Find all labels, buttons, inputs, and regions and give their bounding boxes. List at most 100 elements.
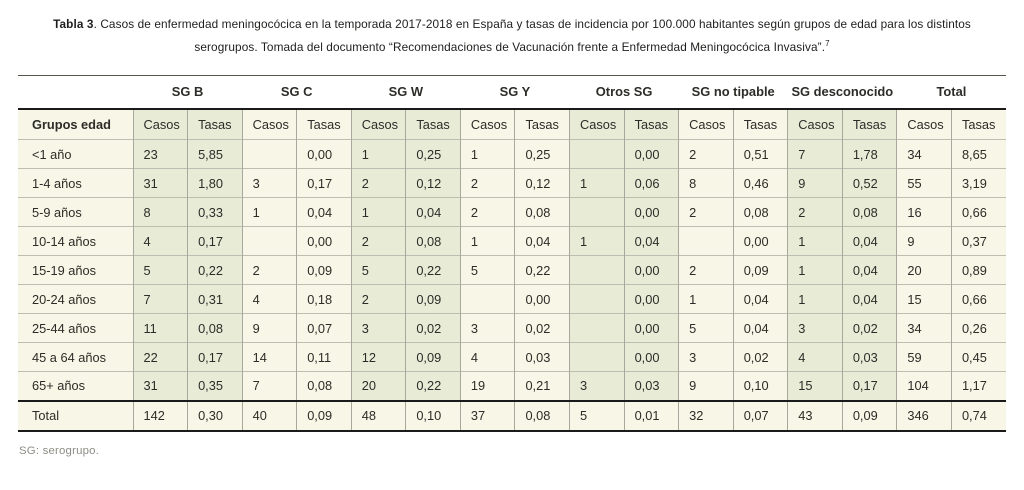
cell-tasas: 0,07 — [732, 399, 788, 432]
cell-casos — [241, 226, 297, 256]
cell-casos — [678, 226, 734, 256]
cell-casos: 7 — [787, 139, 843, 169]
cell-casos: 15 — [787, 371, 843, 401]
cell-tasas: 0,25 — [514, 139, 570, 169]
cell-tasas: 0,04 — [732, 313, 788, 343]
group-header: SG Y — [460, 75, 570, 110]
cell-casos: 8 — [132, 197, 188, 227]
cell-tasas: 0,04 — [405, 197, 461, 227]
cell-casos: 19 — [459, 371, 515, 401]
cell-tasas: 0,09 — [841, 399, 897, 432]
cell-casos: 23 — [132, 139, 188, 169]
cell-tasas: 0,09 — [405, 342, 461, 372]
column-header-casos: Casos — [896, 108, 952, 140]
cell-casos: 34 — [896, 313, 952, 343]
cell-tasas: 0,17 — [187, 342, 243, 372]
cell-casos: 9 — [896, 226, 952, 256]
cell-tasas: 0,04 — [296, 197, 352, 227]
cell-tasas: 0,25 — [405, 139, 461, 169]
cell-tasas: 0,17 — [296, 168, 352, 198]
cell-casos: 3 — [787, 313, 843, 343]
row-header-title: Grupos edad — [18, 108, 133, 140]
group-header: SG C — [242, 75, 352, 110]
cell-casos: 22 — [132, 342, 188, 372]
total-row: Total 142 0,30 40 0,09 48 0,10 37 0,08 5 0,01 32 0,0… — [18, 399, 1006, 432]
group-header: SG desconocido — [787, 75, 897, 110]
column-header-tasas: Tasas — [405, 108, 461, 140]
column-header-casos: Casos — [787, 108, 843, 140]
cell-casos — [569, 284, 625, 314]
cell-casos: 3 — [678, 342, 734, 372]
caption-reference-superscript: 7 — [825, 39, 830, 49]
column-header-casos: Casos — [459, 108, 515, 140]
cell-tasas: 0,00 — [623, 255, 679, 285]
cell-casos: 1 — [459, 226, 515, 256]
cell-tasas: 0,52 — [841, 168, 897, 198]
cell-tasas: 0,02 — [732, 342, 788, 372]
cell-tasas: 0,01 — [623, 399, 679, 432]
table-row: 10-14 años 4 0,17 0,00 2 0,08 1 0,04 1 0,04 0,00 1 0… — [18, 226, 1006, 256]
cell-tasas: 0,00 — [623, 139, 679, 169]
cell-tasas: 0,30 — [187, 399, 243, 432]
cell-tasas: 0,06 — [623, 168, 679, 198]
cell-casos: 20 — [896, 255, 952, 285]
cell-tasas: 0,03 — [841, 342, 897, 372]
footnote: SG: serogrupo. — [19, 444, 100, 457]
cell-casos: 2 — [459, 197, 515, 227]
cell-casos: 31 — [132, 168, 188, 198]
cell-tasas: 0,02 — [841, 313, 897, 343]
cell-casos: 20 — [350, 371, 406, 401]
cell-tasas: 1,80 — [187, 168, 243, 198]
cell-tasas: 0,08 — [296, 371, 352, 401]
cell-tasas: 5,85 — [187, 139, 243, 169]
cell-casos: 2 — [350, 284, 406, 314]
cell-casos: 3 — [569, 371, 625, 401]
cell-casos: 4 — [787, 342, 843, 372]
cell-tasas: 0,07 — [296, 313, 352, 343]
cell-tasas: 0,26 — [950, 313, 1006, 343]
cell-casos — [569, 313, 625, 343]
table-container: SG B SG C SG W SG Y Otros SG SG no tipable SG … — [18, 75, 1006, 432]
cell-casos: 55 — [896, 168, 952, 198]
cell-casos: 12 — [350, 342, 406, 372]
column-header-casos: Casos — [132, 108, 188, 140]
cell-tasas: 0,00 — [623, 197, 679, 227]
cell-casos: 14 — [241, 342, 297, 372]
cell-tasas: 0,04 — [623, 226, 679, 256]
cell-tasas: 0,04 — [841, 226, 897, 256]
cell-casos: 1 — [787, 226, 843, 256]
column-header-tasas: Tasas — [732, 108, 788, 140]
cell-tasas: 0,35 — [187, 371, 243, 401]
column-header-tasas: Tasas — [623, 108, 679, 140]
cell-casos: 2 — [678, 197, 734, 227]
row-label: <1 año — [18, 139, 133, 169]
serogroup-incidence-table: SG B SG C SG W SG Y Otros SG SG no tipable SG … — [18, 75, 1006, 432]
group-header: SG no tipable — [678, 75, 788, 110]
cell-tasas: 0,08 — [514, 197, 570, 227]
cell-tasas: 0,31 — [187, 284, 243, 314]
cell-casos: 34 — [896, 139, 952, 169]
cell-casos: 1 — [787, 255, 843, 285]
cell-tasas: 0,08 — [514, 399, 570, 432]
cell-tasas: 0,09 — [296, 399, 352, 432]
table-row: 25-44 años 11 0,08 9 0,07 3 0,02 3 0,02 0,00 5 0,04… — [18, 313, 1006, 343]
table-row: 1-4 años 31 1,80 3 0,17 2 0,12 2 0,12 1 0,06 8 0,46 9… — [18, 168, 1006, 198]
cell-tasas: 0,22 — [514, 255, 570, 285]
table-row: 45 a 64 años 22 0,17 14 0,11 12 0,09 4 0,03 0,00 3… — [18, 342, 1006, 372]
cell-tasas: 8,65 — [950, 139, 1006, 169]
cell-casos: 8 — [678, 168, 734, 198]
cell-tasas: 0,04 — [514, 226, 570, 256]
cell-casos: 2 — [678, 139, 734, 169]
cell-casos: 1 — [459, 139, 515, 169]
cell-casos: 346 — [896, 399, 952, 432]
cell-casos: 2 — [459, 168, 515, 198]
cell-casos: 1 — [569, 168, 625, 198]
cell-casos: 1 — [350, 197, 406, 227]
table-body: <1 año 23 5,85 0,00 1 0,25 1 0,25 0,00 2 0,51 7 1,78… — [18, 139, 1006, 432]
cell-casos — [569, 342, 625, 372]
cell-tasas: 0,11 — [296, 342, 352, 372]
cell-tasas: 0,04 — [732, 284, 788, 314]
cell-tasas: 0,08 — [405, 226, 461, 256]
cell-tasas: 0,00 — [623, 342, 679, 372]
caption-table-number: Tabla 3 — [53, 17, 94, 31]
